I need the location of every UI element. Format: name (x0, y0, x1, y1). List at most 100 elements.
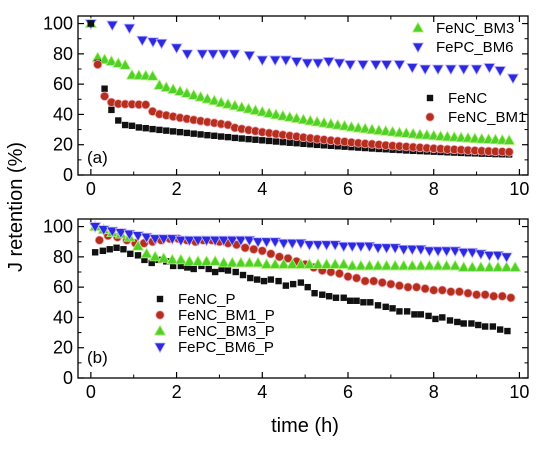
data-point-fenc-bm3 (297, 113, 310, 125)
data-point-fenc-p (382, 303, 389, 311)
data-point-fepc-bm6-p (97, 225, 110, 237)
data-point-fenc-bm3 (242, 102, 255, 114)
data-point-fenc-p (232, 268, 239, 276)
data-point-fenc-bm3 (139, 69, 152, 81)
data-point-fenc-bm3-p (217, 256, 230, 268)
data-point-fepc-bm6-p (166, 234, 179, 246)
data-point-fenc-p (297, 279, 305, 286)
data-point-fenc (231, 134, 239, 142)
data-point-fenc-bm3-p (166, 253, 179, 265)
legend-marker-fenc-p (156, 295, 164, 303)
data-point-fenc-bm3 (98, 53, 111, 65)
data-point-fepc-bm6 (256, 55, 269, 67)
legend-label-fenc-bm1: FeNC_BM1 (448, 109, 526, 126)
data-point-fepc-bm6-p (217, 235, 230, 247)
data-point-fepc-bm6-p (183, 235, 196, 247)
data-point-fenc-bm3-p (200, 254, 213, 266)
data-point-fenc-bm3-p (354, 259, 368, 271)
data-point-fenc-bm3-p (174, 253, 188, 265)
data-point-fenc-bm3-p (380, 259, 393, 271)
data-point-fepc-bm6 (301, 58, 314, 70)
data-point-fenc-bm3-p (337, 258, 350, 269)
data-point-fepc-bm6-p (294, 238, 308, 250)
data-point-fenc-p (275, 277, 282, 285)
x-tick-label: 6 (343, 179, 353, 199)
x-tick-label: 2 (172, 382, 182, 402)
data-point-fenc (293, 140, 300, 147)
data-point-fepc-bm6 (243, 50, 256, 62)
series-fenc-bm3 (84, 17, 516, 145)
data-point-fepc-bm6 (268, 55, 282, 67)
data-point-fenc-bm3 (475, 132, 488, 144)
y-tick-label: 100 (43, 217, 73, 237)
data-point-fepc-bm6 (181, 49, 194, 61)
data-point-fenc-p (439, 314, 446, 321)
data-point-fepc-bm6-p (423, 246, 436, 258)
data-point-fepc-bm6 (393, 60, 406, 71)
data-point-fepc-bm6-p (303, 240, 316, 252)
data-point-fenc-bm3 (153, 78, 166, 90)
legend-label-fenc-p: FeNC_P (178, 291, 236, 308)
data-point-fenc-bm1-p (377, 278, 387, 288)
data-point-fenc-p (468, 320, 475, 327)
data-point-fenc-bm1-p (471, 290, 482, 300)
data-point-fenc-bm3 (256, 105, 269, 117)
data-point-fenc-bm1 (141, 100, 151, 110)
data-point-fenc-p (340, 294, 347, 301)
data-point-fepc-bm6-p (106, 226, 119, 238)
data-point-fenc-p (267, 276, 275, 283)
x-tick-label: 4 (257, 179, 267, 199)
data-point-fenc-bm1-p (274, 252, 285, 262)
data-point-fenc (149, 125, 156, 133)
x-axis-title: time (h) (271, 415, 339, 437)
data-point-fenc-bm3 (283, 110, 296, 122)
data-point-fepc-bm6 (217, 49, 230, 61)
data-point-fenc-bm1-p (480, 290, 490, 300)
data-point-fepc-bm6 (290, 57, 303, 68)
data-point-fepc-bm6-p (311, 240, 325, 252)
data-point-fepc-bm6-p (397, 244, 410, 256)
data-point-fenc-bm3 (235, 101, 248, 112)
data-point-fenc-bm3 (262, 106, 276, 118)
data-point-fepc-bm6-p (260, 237, 273, 249)
data-point-fenc-bm3 (496, 133, 509, 145)
data-point-fenc-bm3 (221, 97, 235, 109)
panel-a-frame (77, 15, 529, 176)
data-point-fenc-bm3-p (388, 259, 402, 271)
series-fepc-bm6-p (88, 222, 513, 264)
data-point-fenc-p (134, 252, 142, 259)
data-point-fenc-bm3-p (406, 259, 419, 271)
data-point-fenc-p (289, 280, 297, 288)
data-point-fenc (341, 143, 348, 150)
data-point-fenc-bm3-p (148, 250, 162, 262)
data-point-fenc-bm3-p (371, 259, 385, 271)
data-point-fenc-bm3 (166, 83, 180, 94)
y-tick-label: 80 (53, 247, 73, 267)
legend-marker-fenc-bm3-p (153, 324, 167, 336)
y-tick-label: 100 (43, 14, 73, 34)
data-point-fenc-bm1-p (411, 282, 422, 292)
data-point-fenc-p (311, 290, 318, 297)
data-point-fepc-bm6-p (123, 229, 136, 241)
data-point-fenc-p (367, 299, 374, 306)
data-point-fenc (190, 130, 197, 137)
data-point-fenc-p (353, 297, 360, 304)
data-point-fenc-bm3 (365, 123, 379, 135)
data-point-fenc-bm3-p (423, 259, 436, 271)
data-point-fenc-bm3 (454, 131, 468, 143)
data-point-fepc-bm6-p (148, 234, 162, 246)
data-point-fenc-bm3 (290, 112, 303, 123)
data-point-fenc-bm3 (105, 55, 118, 66)
data-point-fepc-bm6 (457, 64, 470, 76)
data-point-fenc (101, 85, 108, 92)
legend-a-1: FeNC_BM3 FePC_BM6 (411, 20, 514, 56)
data-point-fenc-bm3 (118, 58, 132, 70)
data-point-fenc (217, 133, 225, 140)
data-point-fepc-bm6 (470, 64, 483, 76)
data-point-fepc-bm6 (406, 63, 419, 74)
data-point-fenc-bm3 (187, 88, 200, 100)
data-point-fenc-p (169, 262, 177, 270)
data-point-fenc (320, 142, 328, 149)
data-point-fenc-p (99, 247, 107, 254)
